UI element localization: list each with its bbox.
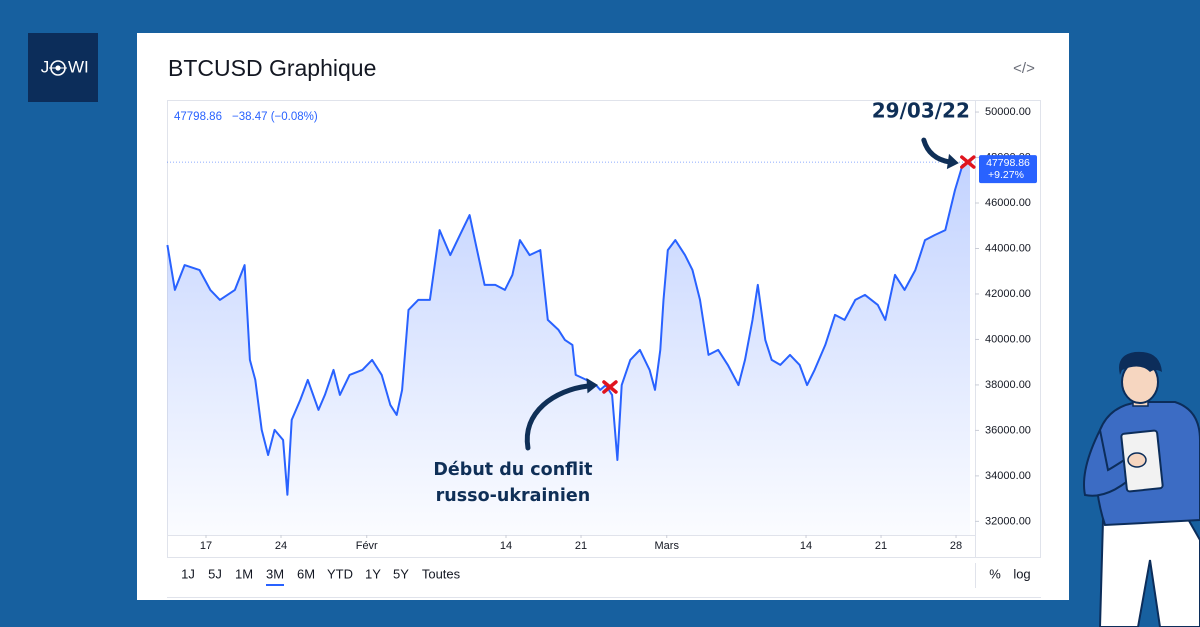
- price-line: [166, 161, 971, 496]
- x-tick-label: 21: [875, 540, 887, 552]
- annotation-arrowhead: [586, 378, 598, 394]
- legend-change: −38.47 (−0.08%): [232, 111, 318, 123]
- y-tick-label: 42000.00: [985, 288, 1031, 300]
- illustration: [1083, 351, 1200, 627]
- range-button[interactable]: 1M: [235, 566, 253, 581]
- x-tick-label: 17: [200, 540, 212, 552]
- scale-button[interactable]: log: [1013, 566, 1030, 581]
- chart-title: BTCUSD Graphique: [168, 55, 376, 81]
- annotation-text: 29/03/22: [872, 99, 970, 123]
- annotation-text: russo-ukrainien: [436, 486, 591, 506]
- range-button[interactable]: 1Y: [365, 566, 381, 581]
- x-tick-label: 21: [575, 540, 587, 552]
- legend-price: 47798.86: [174, 111, 222, 123]
- y-tick-label: 40000.00: [985, 333, 1031, 345]
- annotation-arrow: [524, 383, 591, 451]
- price-tag: [979, 155, 1037, 184]
- x-tick-label: Mars: [655, 540, 680, 552]
- x-tick-label: 14: [800, 540, 812, 552]
- y-tick-label: 36000.00: [985, 424, 1031, 436]
- annotation-text: Début du conflit: [433, 460, 592, 480]
- x-tick-label: 24: [275, 540, 287, 552]
- range-button[interactable]: 3M: [266, 566, 284, 581]
- x-tick-label: 28: [950, 540, 962, 552]
- event-marker: [602, 380, 618, 394]
- y-tick-label: 32000.00: [985, 515, 1031, 527]
- annotation-arrow: [921, 137, 953, 165]
- y-tick-label: 44000.00: [985, 242, 1031, 254]
- scale-button[interactable]: %: [989, 566, 1001, 581]
- figure-hand: [1127, 452, 1147, 468]
- figure-hair: [1119, 351, 1162, 375]
- embed-icon[interactable]: </>: [1013, 60, 1035, 77]
- event-marker: [960, 155, 976, 169]
- x-tick-label: Févr: [356, 540, 378, 552]
- y-tick-label: 46000.00: [985, 197, 1031, 209]
- price-tag-change: +9.27%: [988, 169, 1024, 181]
- x-tick-label: 14: [500, 540, 512, 552]
- range-button[interactable]: 5Y: [393, 566, 409, 581]
- range-button[interactable]: Toutes: [422, 566, 461, 581]
- logo-text: WI: [68, 57, 89, 76]
- area: [167, 162, 970, 535]
- y-tick-label: 50000.00: [985, 106, 1031, 118]
- range-button[interactable]: 5J: [208, 566, 222, 581]
- logo-text: J: [41, 57, 50, 76]
- range-button[interactable]: 1J: [181, 566, 195, 581]
- price-tag-value: 47798.86: [986, 157, 1030, 169]
- y-tick-label: 34000.00: [985, 470, 1031, 482]
- logo-icon: [49, 60, 67, 76]
- y-tick-label: 38000.00: [985, 379, 1031, 391]
- range-underline: [266, 584, 284, 586]
- range-button[interactable]: YTD: [327, 566, 353, 581]
- range-button[interactable]: 6M: [297, 566, 315, 581]
- annotation-arrowhead: [946, 153, 959, 170]
